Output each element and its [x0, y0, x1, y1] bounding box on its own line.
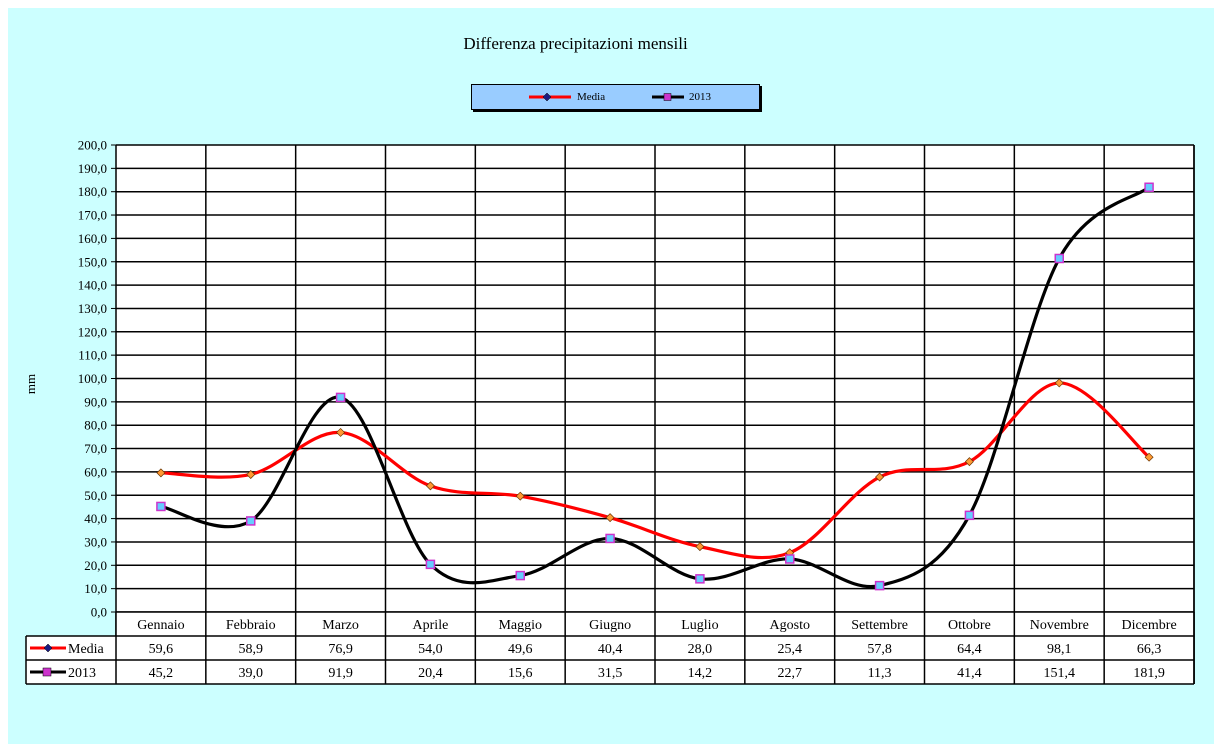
data-point-media [336, 427, 346, 437]
table-data-label: 57,8 [867, 642, 892, 657]
x-category-label: Febbraio [226, 618, 276, 633]
data-point-2013 [964, 510, 975, 521]
y-tick-label: 140,0 [78, 278, 107, 293]
table-series-swatch-marker [43, 643, 53, 653]
data-point-media [695, 542, 705, 552]
table-series-name: Media [68, 642, 105, 657]
x-category-label: Giugno [589, 618, 631, 633]
table-data-label: 58,9 [239, 642, 264, 657]
table-data-label: 11,3 [868, 666, 892, 681]
data-point-media [246, 469, 256, 479]
legend-label-2013: 2013 [689, 91, 711, 103]
x-category-label: Maggio [498, 618, 542, 633]
table-data-label: 76,9 [328, 642, 353, 657]
legend-label-media: Media [577, 91, 606, 103]
series-line-2013 [160, 185, 1151, 589]
table-data-label: 22,7 [778, 666, 803, 681]
data-point-media [964, 457, 974, 467]
data-point-2013 [695, 574, 705, 584]
table-data-label: 40,4 [598, 642, 623, 657]
y-tick-label: 130,0 [78, 301, 107, 316]
legend-swatch-2013 [652, 93, 684, 101]
y-tick-label: 70,0 [84, 441, 107, 456]
data-point-2013 [425, 559, 436, 570]
y-tick-label: 190,0 [78, 161, 107, 176]
data-point-media [605, 513, 615, 523]
y-tick-label: 160,0 [78, 231, 107, 246]
data-point-media [425, 481, 435, 491]
table-series-swatch-marker [42, 667, 52, 677]
data-point-media [1144, 452, 1154, 462]
data-point-2013 [246, 516, 256, 526]
legend-item-2013: 2013 [650, 85, 711, 109]
x-category-label: Ottobre [948, 618, 991, 633]
data-point-media [515, 491, 525, 501]
y-tick-label: 110,0 [78, 348, 107, 363]
table-data-label: 31,5 [598, 666, 623, 681]
x-category-label: Aprile [413, 618, 449, 633]
data-point-media [875, 472, 885, 482]
table-data-label: 49,6 [508, 642, 533, 657]
table-series-name: 2013 [68, 666, 96, 681]
y-tick-label: 100,0 [78, 371, 107, 386]
table-data-label: 151,4 [1044, 666, 1076, 681]
y-tick-label: 180,0 [78, 184, 107, 199]
table-data-label: 91,9 [328, 666, 353, 681]
y-tick-label: 150,0 [78, 254, 107, 269]
x-category-label: Luglio [681, 618, 718, 633]
legend: Media 2013 [471, 84, 760, 110]
y-tick-label: 170,0 [78, 208, 107, 223]
table-data-label: 39,0 [239, 666, 264, 681]
table-data-label: 20,4 [418, 666, 443, 681]
table-data-label: 98,1 [1047, 642, 1072, 657]
y-tick-label: 0,0 [91, 605, 107, 620]
x-category-label: Marzo [322, 618, 359, 633]
y-tick-label: 20,0 [84, 558, 107, 573]
table-data-label: 64,4 [957, 642, 982, 657]
x-category-label: Settembre [851, 618, 908, 633]
data-point-2013 [605, 533, 615, 544]
x-category-label: Gennaio [137, 618, 184, 633]
table-data-label: 14,2 [688, 666, 713, 681]
x-category-label: Dicembre [1121, 618, 1176, 633]
table-data-label: 181,9 [1133, 666, 1165, 681]
data-point-2013 [515, 570, 525, 581]
data-point-2013 [785, 554, 795, 564]
y-tick-label: 200,0 [78, 138, 107, 153]
table-data-label: 59,6 [149, 642, 174, 657]
data-point-media [156, 468, 166, 478]
y-tick-label: 30,0 [84, 534, 107, 549]
table-data-label: 45,2 [149, 666, 174, 681]
legend-swatch-media [529, 92, 571, 102]
data-point-2013 [1054, 253, 1064, 264]
data-point-2013 [1144, 182, 1154, 193]
y-tick-label: 80,0 [84, 418, 107, 433]
table-data-label: 41,4 [957, 666, 982, 681]
y-tick-label: 90,0 [84, 394, 107, 409]
table-data-label: 28,0 [688, 642, 713, 657]
data-point-2013 [874, 580, 885, 591]
chart-title: Differenza precipitazioni mensili [463, 34, 688, 53]
data-point-2013 [156, 501, 166, 512]
data-point-2013 [335, 392, 346, 403]
table-data-label: 15,6 [508, 666, 533, 681]
y-tick-label: 50,0 [84, 488, 107, 503]
x-category-label: Agosto [770, 618, 810, 633]
y-tick-label: 60,0 [84, 464, 107, 479]
data-point-media [1054, 378, 1064, 388]
table-data-label: 66,3 [1137, 642, 1162, 657]
x-category-label: Novembre [1030, 618, 1089, 633]
y-tick-label: 120,0 [78, 324, 107, 339]
table-data-label: 25,4 [778, 642, 803, 657]
y-tick-label: 10,0 [84, 581, 107, 596]
legend-item-media: Media [527, 85, 605, 109]
y-tick-label: 40,0 [84, 511, 107, 526]
table-data-label: 54,0 [418, 642, 443, 657]
